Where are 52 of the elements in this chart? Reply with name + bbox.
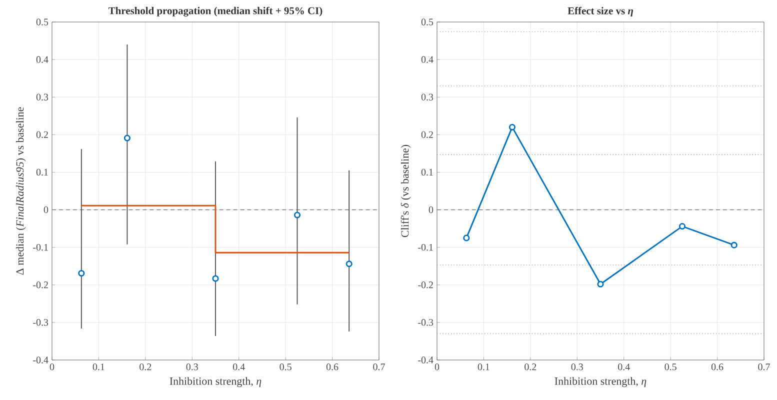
y-tick-label: -0.3 — [418, 319, 434, 326]
point — [346, 260, 352, 268]
x-tick-label: 0.6 — [711, 364, 724, 370]
y-tick-label: -0.3 — [33, 319, 48, 326]
x-tick-label: 0.7 — [373, 364, 385, 370]
y-tick-label: 0.3 — [36, 94, 48, 100]
y-tick-label: 0.1 — [36, 168, 48, 176]
y-axis-title: Δ median (FinalRadius95) vs baseline — [16, 107, 26, 275]
y-tick-label: -0.2 — [33, 282, 48, 288]
x-tick-label: 0.3 — [571, 364, 583, 370]
y-tick-label: 0.3 — [421, 94, 434, 100]
chart-title: Effect size vs η — [568, 6, 633, 16]
x-tick-label: 0.1 — [478, 364, 490, 370]
y-tick-label: 0.4 — [421, 56, 434, 63]
x-tick-label: 0.6 — [326, 364, 338, 370]
y-tick-label: -0.1 — [33, 244, 48, 251]
y-tick-label: -0.2 — [418, 282, 433, 288]
y-tick-label: 0.5 — [421, 18, 434, 26]
x-tick-label: 0.4 — [233, 364, 245, 370]
y-tick-label: -0.4 — [418, 356, 434, 364]
point — [78, 270, 85, 277]
x-tick-label: 0 — [50, 364, 54, 370]
point — [124, 134, 130, 142]
x-tick-label: 0.2 — [524, 364, 536, 370]
x-tick-label: 0.7 — [758, 364, 770, 370]
x-tick-label: 0.2 — [140, 364, 152, 370]
point — [212, 275, 219, 282]
y-tick-label: 0.1 — [421, 168, 433, 176]
x-axis-title: Inhibition strength, η — [170, 377, 262, 388]
x-tick-label: 0.5 — [664, 364, 676, 370]
x-tick-label: 0 — [434, 364, 440, 370]
x-tick-label: 0.1 — [92, 364, 104, 370]
y-tick-label: 0.2 — [421, 131, 433, 138]
point — [597, 280, 604, 288]
y-tick-label: -0.1 — [418, 244, 433, 251]
y-axis-title: Cliff's δ (vs baseline) — [400, 144, 411, 238]
point — [730, 242, 738, 248]
y-tick-label: 0.4 — [36, 56, 48, 63]
point — [463, 234, 470, 242]
point — [508, 124, 516, 130]
point — [678, 223, 686, 230]
chart-title: Threshold propagation (median shift + 95% CI) — [108, 6, 322, 16]
x-tick-label: 0.5 — [280, 364, 292, 370]
point — [294, 212, 301, 218]
y-tick-label: 0.5 — [36, 18, 48, 26]
x-axis-title: Inhibition strength, η — [554, 377, 646, 388]
x-tick-label: 0.3 — [186, 364, 198, 370]
y-tick-label: 0 — [428, 206, 434, 214]
y-tick-label: 0.2 — [36, 131, 48, 138]
y-tick-label: 0 — [44, 206, 48, 214]
y-tick-label: -0.4 — [33, 356, 48, 364]
x-tick-label: 0.4 — [618, 364, 630, 370]
